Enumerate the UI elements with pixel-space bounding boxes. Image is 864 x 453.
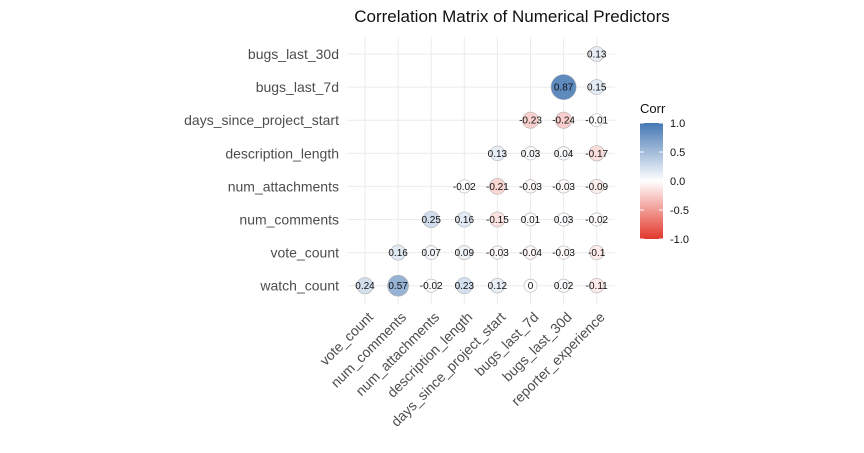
corr-value-label: 0.03 (554, 215, 574, 226)
corr-circle (523, 278, 538, 293)
corr-value-label: -0.03 (552, 182, 575, 193)
corr-value-label: -0.23 (519, 116, 542, 127)
corr-value-label: 0.02 (554, 281, 574, 292)
corr-value-label: 0.23 (455, 281, 475, 292)
corr-value-label: -0.04 (519, 248, 542, 259)
corr-value-label: 0.07 (421, 248, 441, 259)
corr-circle (457, 179, 472, 194)
legend-tick-label: -1.0 (670, 234, 689, 246)
corr-circle (550, 74, 577, 100)
corr-value-label: -0.03 (519, 182, 542, 193)
corr-value-label: -0.01 (585, 116, 608, 127)
corr-value-label: -0.15 (486, 215, 509, 226)
corr-circle (556, 179, 571, 194)
y-tick-label: days_since_project_start (184, 112, 339, 128)
corr-circle (489, 178, 506, 195)
corr-circle (456, 245, 472, 261)
corr-circle (556, 278, 571, 293)
chart-title: Correlation Matrix of Numerical Predicto… (354, 7, 670, 26)
corr-value-label: -0.11 (586, 281, 608, 292)
legend-colorbar (640, 123, 663, 239)
corr-value-label: 0.01 (521, 215, 541, 226)
corr-circle (489, 145, 506, 162)
corr-circle (422, 210, 440, 229)
correlation-circles: 0.130.87 0.15-0.23 -0.24 -0.010.13 0.03 0.04-… (355, 46, 609, 297)
legend-tick-label: 0.0 (670, 176, 685, 188)
corr-circle (589, 278, 605, 294)
corr-value-label: -0.17 (585, 149, 608, 160)
corr-circle (589, 245, 605, 261)
y-tick-label: bugs_last_30d (248, 46, 339, 62)
corr-circle (556, 146, 571, 161)
corr-circle (556, 212, 571, 227)
corr-circle (589, 212, 604, 227)
legend-ticks: 1.0 0.5 0.0 -0.5 -1.0 (640, 118, 689, 246)
legend-tick-label: 0.5 (670, 147, 685, 159)
corr-value-label: 0.87 (554, 83, 574, 94)
corr-circle (523, 146, 538, 161)
corr-value-label: 0.12 (488, 281, 508, 292)
corr-circle (589, 178, 605, 194)
y-tick-label: watch_count (259, 278, 339, 294)
corr-circle (356, 277, 374, 295)
grid (347, 37, 615, 304)
corr-value-label: 0.04 (554, 149, 574, 160)
corr-circle (588, 145, 605, 162)
corr-value-label: 0.13 (587, 50, 607, 61)
y-tick-label: num_attachments (228, 178, 339, 194)
corr-value-label: 0.25 (421, 215, 441, 226)
x-axis-labels: vote_countnum_commentsnum_attachmentsdes… (316, 309, 608, 430)
legend-tick-label: 1.0 (670, 118, 685, 130)
corr-value-label: 0.57 (388, 281, 408, 292)
corr-circle (423, 245, 439, 260)
corr-circle (456, 211, 473, 228)
corr-circle (387, 274, 409, 297)
legend-title: Corr (640, 101, 666, 116)
corr-circle (424, 278, 439, 293)
y-tick-label: num_comments (239, 212, 339, 228)
corr-value-label: 0.16 (455, 215, 475, 226)
corr-circle (489, 278, 506, 294)
corr-circle (588, 46, 605, 62)
corr-circle (588, 79, 605, 95)
corr-circle (556, 245, 571, 260)
corr-value-label: -0.1 (588, 248, 606, 259)
corr-value-label: 0.16 (388, 248, 408, 259)
corr-value-label: 0.13 (488, 149, 508, 160)
corr-value-label: 0.09 (455, 248, 475, 259)
y-tick-label: bugs_last_7d (256, 79, 339, 95)
y-tick-label: description_length (225, 145, 339, 161)
corr-value-label: -0.09 (585, 182, 608, 193)
corr-value-label: -0.24 (552, 116, 575, 127)
legend-tick-label: -0.5 (670, 205, 689, 217)
y-tick-label: vote_count (271, 245, 340, 261)
corr-circle (523, 179, 538, 194)
corr-circle (555, 111, 573, 129)
corr-circle (490, 245, 505, 260)
corr-value-label: -0.03 (552, 248, 575, 259)
corr-value-label: -0.02 (420, 281, 443, 292)
corr-circle (523, 212, 538, 227)
corr-value-label: -0.02 (453, 182, 476, 193)
corr-circle (523, 245, 538, 260)
corr-circle (390, 244, 407, 261)
y-axis-labels: bugs_last_30d bugs_last_7d days_since_proj… (184, 46, 339, 294)
corr-value-label: 0.15 (587, 83, 607, 94)
corr-circle (455, 277, 473, 295)
corr-value-label: 0.24 (355, 281, 375, 292)
corr-value-label: -0.03 (486, 248, 509, 259)
corr-value-label: 0.03 (521, 149, 541, 160)
corr-value-label: -0.21 (486, 182, 509, 193)
corr-value-label: 0 (528, 281, 534, 292)
corr-circle (589, 113, 604, 128)
corr-circle (522, 111, 539, 129)
corr-value-label: -0.02 (585, 215, 608, 226)
corr-circle (489, 211, 506, 228)
color-legend: Corr 1.0 0.5 0.0 -0.5 -1.0 (640, 101, 689, 246)
